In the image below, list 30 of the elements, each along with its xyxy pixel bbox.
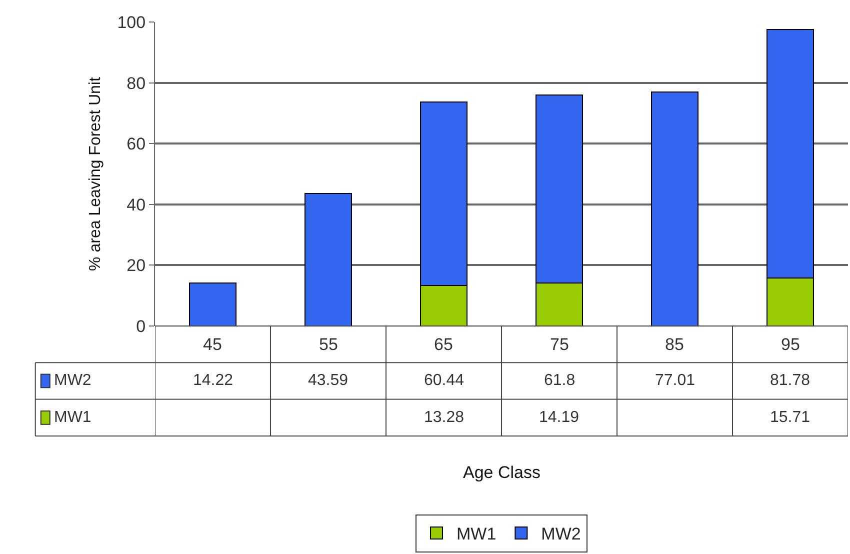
data-label: 14.19 bbox=[539, 409, 580, 426]
y-axis-title: % area Leaving Forest Unit bbox=[87, 76, 104, 271]
x-tick-label: 45 bbox=[203, 335, 222, 354]
bar bbox=[189, 282, 236, 326]
legend-label: MW2 bbox=[54, 372, 92, 389]
y-tick-label: 20 bbox=[126, 256, 146, 276]
x-tick-label: 65 bbox=[434, 335, 453, 354]
bar bbox=[304, 192, 352, 326]
data-label: 14.22 bbox=[193, 372, 234, 389]
text: MW2 bbox=[541, 524, 581, 544]
x-tick-label: 85 bbox=[665, 335, 684, 354]
text: MW1 bbox=[54, 409, 92, 426]
x-tick-label: 95 bbox=[781, 335, 800, 354]
data-label: 77.01 bbox=[655, 372, 696, 389]
bar bbox=[651, 91, 698, 326]
x-tick-label: 75 bbox=[550, 335, 569, 354]
legend-label: MW1 bbox=[456, 524, 496, 544]
data-label: 13.28 bbox=[424, 409, 464, 426]
data-label: 81.78 bbox=[770, 372, 810, 389]
data-label: 60.44 bbox=[424, 372, 464, 389]
x-tick-label: 55 bbox=[319, 335, 338, 354]
data-label: 43.59 bbox=[308, 372, 348, 389]
data-label: 61.8 bbox=[544, 372, 576, 389]
data-label: 15.71 bbox=[770, 409, 810, 426]
y-tick-label: 100 bbox=[117, 12, 146, 32]
text: Age Class bbox=[463, 463, 540, 482]
y-tick-label: 60 bbox=[126, 134, 146, 154]
y-tick-label: 0 bbox=[136, 316, 146, 336]
y-tick-label: 80 bbox=[126, 74, 146, 93]
y-tick-label: 40 bbox=[126, 195, 146, 214]
